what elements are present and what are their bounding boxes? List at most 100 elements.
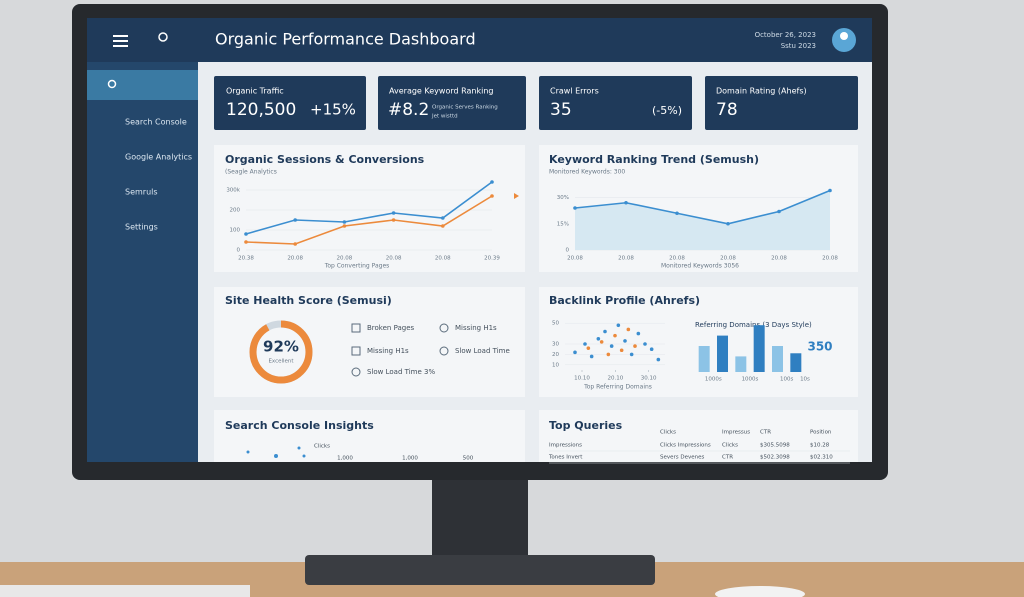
y-tick-label: 30 [552, 342, 559, 348]
table-header: Clicks [660, 430, 676, 436]
scatter-point [603, 329, 607, 334]
point [624, 200, 628, 205]
menu-icon[interactable] [113, 35, 128, 47]
table-header: Impressus [722, 430, 750, 436]
panels [214, 145, 858, 462]
point [391, 211, 396, 215]
table-cell: $305.5098 [760, 443, 790, 449]
y-tick-label: 0 [237, 248, 241, 254]
point [777, 209, 781, 214]
caption: Top Converting Pages [324, 263, 390, 270]
dashboard-title: Organic Performance Dashboard [215, 30, 476, 49]
avatar-head [840, 32, 848, 40]
insight-dots [246, 446, 306, 458]
kpi-cards [214, 76, 858, 130]
point [675, 211, 679, 216]
point [244, 232, 248, 236]
nav-item[interactable]: Search Console [125, 118, 187, 127]
x-tick-label: 20.08 [822, 256, 838, 262]
date: October 26, 2023 [755, 31, 816, 39]
table-cell: Tones Invert [548, 455, 583, 461]
header-bar [87, 18, 872, 62]
bar [735, 356, 747, 372]
nav-item[interactable]: Semruls [125, 188, 158, 197]
point [573, 206, 577, 210]
subdate: Sstu 2023 [781, 42, 816, 50]
x-tick-label: 20.08 [386, 256, 402, 262]
score-label: 92% [263, 338, 299, 356]
point [441, 216, 445, 220]
table-header: Position [810, 430, 832, 436]
point [726, 221, 730, 226]
search-box[interactable] [87, 70, 198, 100]
y-tick-label: 300k [226, 188, 240, 194]
x-tick-label: 1000s [742, 377, 759, 383]
monitor-neck [432, 478, 528, 560]
kpi-card [705, 76, 858, 130]
axis-label: 1,000 [337, 456, 353, 462]
panel-subtitle: Monitored Keywords: 300 [549, 169, 625, 176]
panel [539, 410, 858, 462]
nav-item[interactable]: Settings [125, 223, 158, 232]
nav-item[interactable]: Google Analytics [125, 153, 192, 162]
x-tick-label: 20.08 [567, 256, 583, 262]
scatter-point [599, 340, 604, 344]
user-icon[interactable] [158, 32, 168, 42]
kpi-value: 35 [550, 100, 572, 120]
x-tick-label: 30.10 [641, 376, 657, 382]
panel [539, 287, 858, 397]
y-tick-label: 10 [552, 362, 559, 368]
table-cell: Clicks Impressions [660, 443, 711, 449]
search-icon [107, 79, 117, 89]
point [391, 218, 396, 222]
scatter-point [656, 357, 661, 362]
scatter-point [626, 327, 631, 332]
scatter-point [649, 347, 654, 352]
x-tick-label: 20.38 [238, 256, 254, 262]
panel-title: Keyword Ranking Trend (Semush) [549, 153, 759, 166]
check-item: Missing H1s [367, 347, 409, 355]
monitor-base [305, 555, 655, 585]
y-tick-label: 30% [557, 195, 569, 201]
x-tick-label: 100s [780, 377, 793, 383]
panel-title: Top Queries [549, 419, 623, 432]
scatter-point [606, 352, 611, 357]
point [244, 240, 248, 244]
kpi-label: Crawl Errors [550, 87, 599, 96]
scatter-point [633, 344, 637, 348]
scatter-point [616, 323, 621, 328]
line [245, 195, 493, 245]
scatter-point [609, 344, 614, 348]
axis-label: 500 [463, 456, 474, 462]
y-tick-label: 200 [230, 208, 241, 214]
scatter-point [589, 354, 594, 359]
table-cell: $502.3098 [760, 455, 790, 461]
bar [772, 346, 783, 372]
kpi-card [539, 76, 692, 130]
legend: Clicks [314, 444, 330, 450]
x-tick-label: 20.39 [484, 256, 500, 262]
point [490, 180, 494, 184]
caption: Monitored Keywords 3056 [661, 263, 739, 270]
scatter-point [636, 331, 641, 336]
kpi-label: Average Keyword Ranking [389, 87, 493, 96]
score-rating: Excellent [268, 359, 294, 365]
kpi-card [378, 76, 526, 130]
table-cell: Severs Devenes [660, 455, 705, 461]
panel-title: Organic Sessions & Conversions [225, 153, 425, 166]
bar [753, 325, 765, 372]
x-tick-label: 1000s [705, 377, 722, 383]
kpi-value: 120,500 [226, 100, 296, 120]
panel-title: Site Health Score (Semusi) [225, 294, 392, 307]
scatter-point [596, 337, 601, 341]
kpi-label: Organic Traffic [226, 87, 284, 96]
y-tick-label: 100 [230, 228, 241, 234]
point [490, 194, 494, 198]
bar [698, 346, 710, 372]
point [828, 188, 832, 193]
check-item: Broken Pages [367, 324, 415, 332]
x-tick-label: 20.08 [669, 256, 685, 262]
y-tick-label: 20 [552, 352, 559, 358]
sidebar [87, 62, 198, 462]
